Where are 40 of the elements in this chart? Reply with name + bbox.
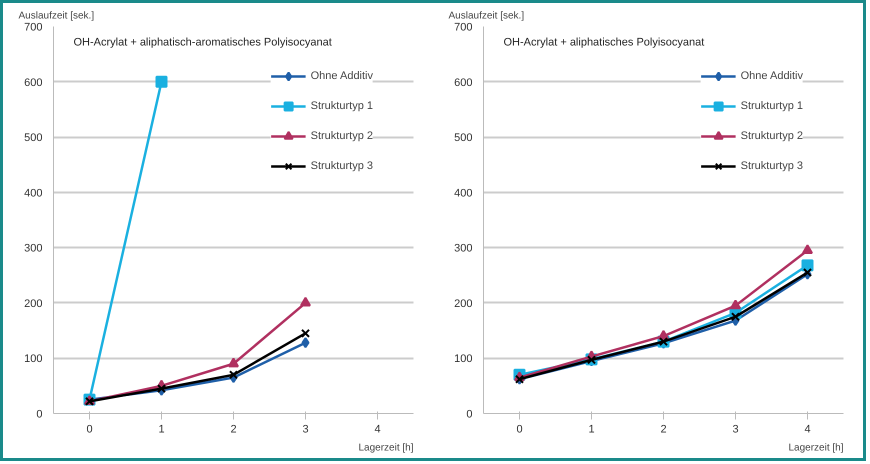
x-tick-label: 3 [732,424,739,436]
y-tick-label: 100 [454,353,473,366]
y-tick-label: 200 [24,298,43,310]
legend-label: Strukturtyp 1 [310,100,373,112]
y-tick-label: 400 [24,187,43,200]
y-tick-label: 700 [454,22,473,34]
x-tick-label: 4 [374,424,381,436]
x-axis-title: Lagerzeit [h] [788,442,844,454]
y-tick-label: 600 [454,76,473,89]
y-tick-label: 0 [466,408,473,420]
y-tick-label: 200 [454,298,473,310]
legend-label: Ohne Additiv [740,70,803,82]
x-axis-title: Lagerzeit [h] [358,442,414,454]
x-tick-label: 1 [158,424,165,436]
legend-label: Ohne Additiv [310,70,373,82]
text: OH-Acrylat + aliphatisch-aromatisches Polyisocyanat [74,36,332,48]
y-tick-label: 500 [454,132,473,144]
y-tick-label: 700 [24,22,43,34]
x-tick-label: 3 [302,424,309,436]
legend-label: Strukturtyp 3 [310,160,373,172]
legend-label: Strukturtyp 2 [740,130,803,142]
x-tick-label: 0 [86,424,93,436]
y-tick-label: 0 [36,408,43,420]
y-axis-title: Auslaufzeit [sek.] [18,10,94,22]
x-tick-label: 2 [230,424,237,436]
y-axis-title: Auslaufzeit [sek.] [448,10,524,22]
legend-label: Strukturtyp 1 [740,100,803,112]
y-tick-label: 300 [24,242,43,255]
legend-label: Strukturtyp 3 [740,160,803,172]
y-tick-label: 500 [24,132,43,144]
y-tick-label: 400 [454,187,473,200]
y-tick-label: 600 [24,76,43,89]
x-tick-label: 1 [588,424,595,436]
x-tick-label: 4 [804,424,811,436]
legend-label: Strukturtyp 2 [310,130,373,142]
text: OH-Acrylat + aliphatisches Polyisocyanat [504,36,704,48]
y-tick-label: 300 [454,242,473,255]
y-tick-label: 100 [24,353,43,366]
x-tick-label: 2 [660,424,667,436]
x-tick-label: 0 [516,424,523,436]
